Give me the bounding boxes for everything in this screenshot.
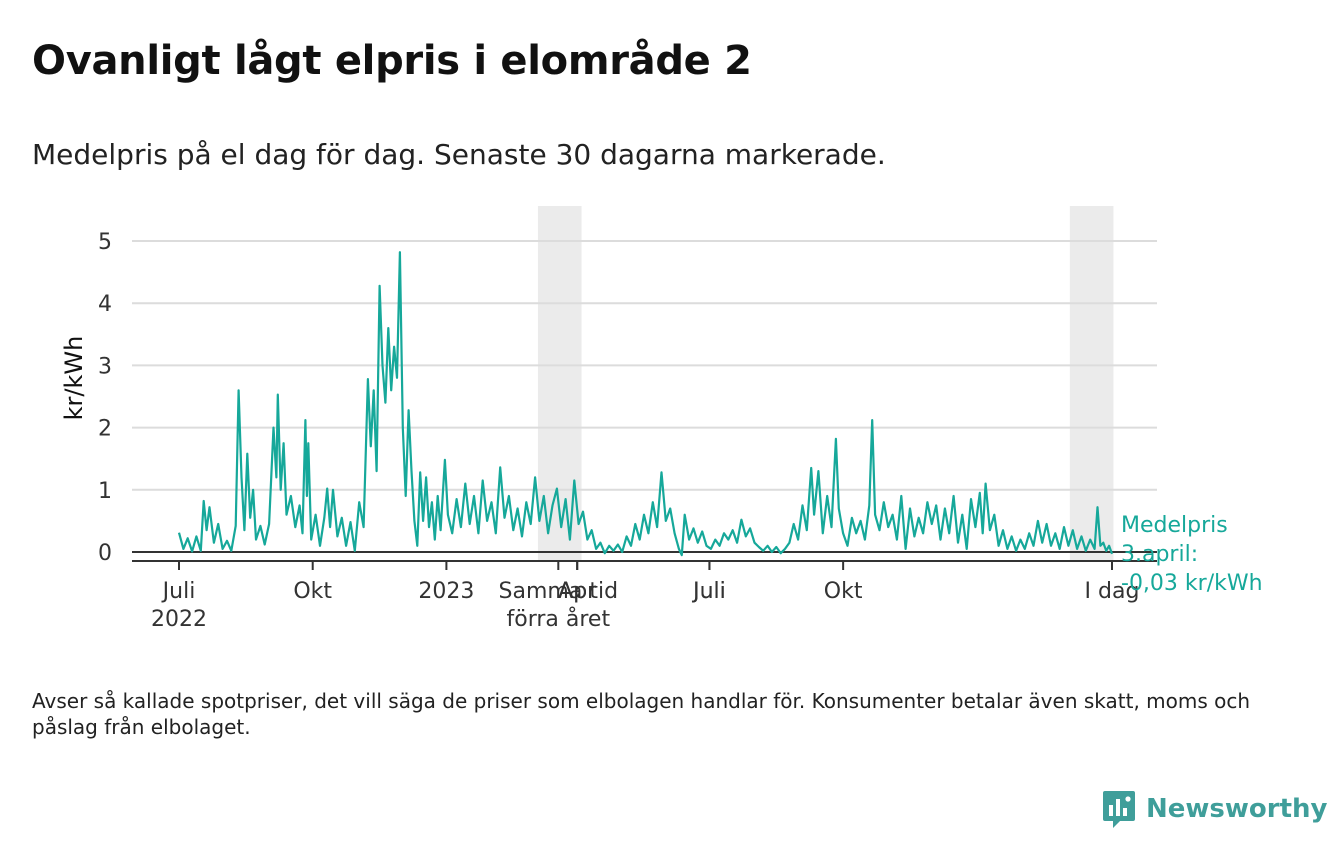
grid-lines (132, 240, 1157, 491)
period-tick-label2-0: förra året (507, 606, 611, 632)
chart-title: Ovanligt lågt elpris i elområde 2 (32, 38, 752, 84)
annotation-line-2: 3.april: (1121, 542, 1198, 567)
price-chart: 0 1 2 3 4 5 Juli 2022 Okt 2023 Apr Juli Okt I dag Sam… (60, 206, 1263, 632)
y-tick-1: 1 (98, 479, 112, 504)
annotation-line-3: -0,03 kr/kWh (1121, 571, 1263, 596)
y-axis-ticks: 0 1 2 3 4 5 (98, 230, 112, 566)
y-tick-5: 5 (98, 230, 112, 255)
highlight-band-2 (1069, 206, 1114, 561)
annotation-line-1: Medelpris (1121, 513, 1228, 538)
y-axis-label: kr/kWh (60, 336, 88, 421)
y-tick-2: 2 (98, 417, 112, 442)
period-tick-label-0: Samma tid (499, 579, 619, 604)
chart-subtitle: Medelpris på el dag för dag. Senaste 30 … (32, 138, 886, 171)
y-tick-0: 0 (98, 541, 112, 566)
y-tick-4: 4 (98, 292, 112, 317)
period-tick-label-1: Apr (558, 579, 597, 604)
brand-name: Newsworthy (1146, 794, 1328, 824)
x-tick-label-4: Juli (691, 579, 726, 604)
latest-value-annotation: Medelpris 3.april: -0,03 kr/kWh (1121, 513, 1263, 596)
x-tick-label-5: Okt (824, 579, 863, 604)
x-tick-label-6: I dag (1085, 579, 1140, 604)
series-line-medelpris (177, 251, 1114, 557)
period-tick-label-2: Juli (691, 579, 726, 604)
brand-logo: Newsworthy (1102, 788, 1327, 830)
y-tick-3: 3 (98, 354, 112, 379)
x-tick-label-1: Okt (293, 579, 332, 604)
x-tick-label-2: 2023 (418, 579, 474, 604)
x-axis-ticks: Juli 2022 Okt 2023 Apr Juli Okt I dag Samma tidf… (151, 561, 1139, 632)
x-tick-label2-0: 2022 (151, 607, 207, 632)
x-tick-label-0: Juli (161, 579, 196, 604)
footnote: Avser så kallade spotpriser, det vill sä… (32, 689, 1251, 739)
x-tick-label-3: Apr (558, 579, 597, 604)
newsworthy-logo-icon (1103, 791, 1135, 828)
